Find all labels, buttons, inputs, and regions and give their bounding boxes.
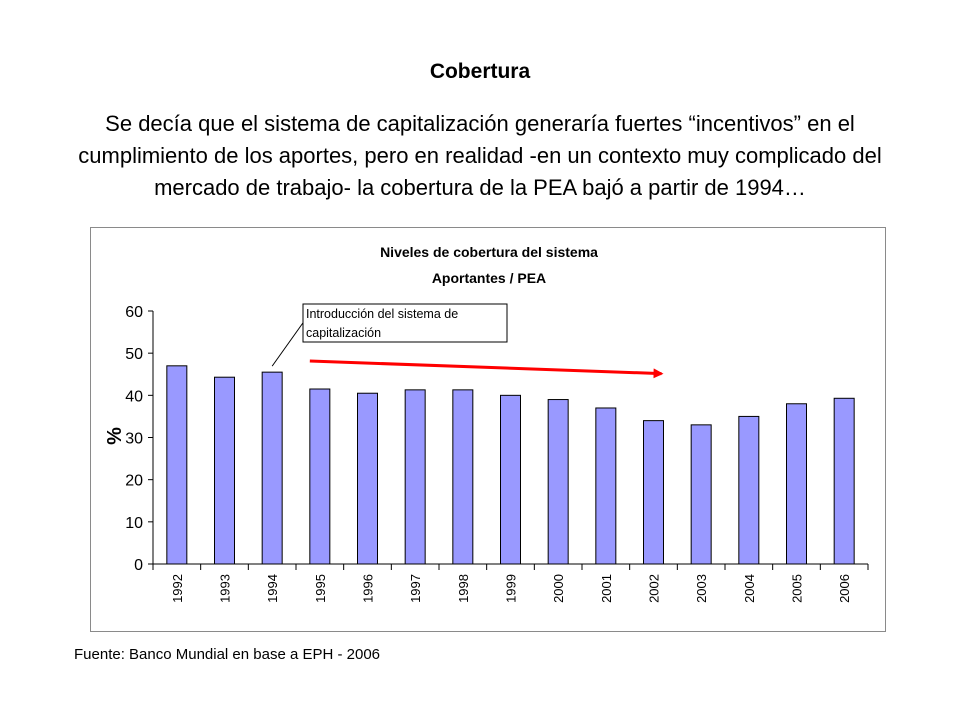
bar-1993: [214, 376, 235, 565]
x-tick-label-1993: 1993: [218, 574, 233, 603]
bar-1999: [500, 394, 521, 565]
annotation-box: [302, 303, 508, 343]
y-tick-label: 50: [125, 346, 143, 363]
x-tick-label-1999: 1999: [504, 574, 519, 603]
chart-title: Niveles de cobertura del sistema: [380, 244, 598, 260]
bar-1998: [452, 389, 474, 565]
y-tick-label: 60: [125, 304, 143, 321]
bar-1995: [309, 388, 331, 565]
x-tick-label-2004: 2004: [742, 574, 757, 603]
x-tick-labels: 1992 1993 1994 1995 1996 1997 1998 1999 2000 2001…: [170, 574, 852, 603]
bar-2004: [738, 415, 760, 565]
y-tick-label: 0: [134, 557, 143, 574]
chart-bars: [166, 365, 855, 565]
bar-1992: [166, 365, 188, 565]
x-tick-label-1994: 1994: [265, 574, 280, 603]
x-tick-label-1992: 1992: [170, 574, 185, 603]
bar-1994: [261, 371, 283, 565]
x-tick-label-1997: 1997: [408, 574, 423, 603]
bar-2005: [786, 403, 807, 565]
y-tick-label: 40: [125, 388, 143, 405]
annotation-line1: Introducción del sistema de: [306, 307, 458, 321]
slide-text: Se decía que el sistema de capitalizació…: [78, 111, 882, 200]
x-tick-label-1996: 1996: [361, 574, 376, 603]
bar-2002: [643, 420, 664, 565]
y-tick-label: 30: [125, 431, 143, 448]
bar-2001: [595, 407, 617, 565]
x-tick-label-1998: 1998: [456, 574, 471, 603]
source-note: Fuente: Banco Mundial en base a EPH - 20…: [74, 646, 381, 663]
y-tick-label: 10: [125, 515, 143, 532]
chart-subtitle: Aportantes / PEA: [432, 270, 546, 286]
x-tick-label-2006: 2006: [837, 574, 852, 603]
annotation-line2: capitalización: [306, 326, 381, 340]
chart-frame: Niveles de cobertura del sistema Aportan…: [90, 227, 886, 632]
y-tick-label: 20: [125, 473, 143, 490]
annotation-pointer: [271, 319, 306, 367]
bar-2006: [833, 397, 855, 565]
coverage-bar-chart: Niveles de cobertura del sistema Aportan…: [104, 244, 869, 603]
x-tick-label-1995: 1995: [313, 574, 328, 603]
bar-1997: [404, 389, 426, 565]
slide-title: Cobertura: [429, 60, 531, 83]
downward-trend-arrow: [309, 359, 664, 379]
x-tick-label-2000: 2000: [551, 574, 566, 603]
annotation-callout: Introducción del sistema de capitalizaci…: [271, 303, 508, 367]
x-tick-label-2001: 2001: [599, 574, 614, 603]
x-tick-label-2005: 2005: [790, 574, 805, 603]
bar-2000: [547, 399, 569, 565]
y-axis-label: %: [104, 427, 126, 445]
bar-2003: [690, 424, 712, 565]
y-tick-labels: 0 10 20 30 40 50 60: [125, 304, 143, 574]
bar-1996: [357, 392, 378, 565]
x-tick-label-2002: 2002: [647, 574, 662, 603]
x-tick-label-2003: 2003: [694, 574, 709, 603]
